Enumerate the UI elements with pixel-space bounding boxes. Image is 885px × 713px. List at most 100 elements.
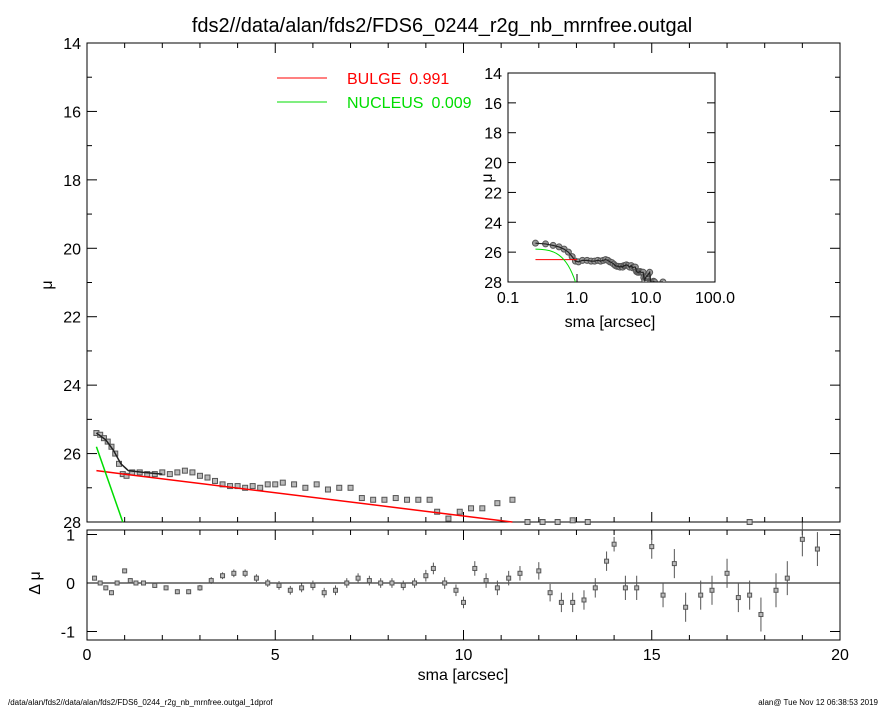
y-tick-label: 14	[63, 36, 81, 53]
x-tick-label: 10	[455, 647, 473, 664]
residual-point	[747, 592, 753, 598]
data-point	[242, 484, 249, 491]
data-point	[494, 500, 501, 507]
x-tick-label: 20	[831, 647, 849, 664]
data-point	[204, 474, 211, 481]
residual-point	[400, 582, 406, 588]
y-tick-label: 0	[66, 576, 75, 593]
y-tick-label: 28	[484, 275, 502, 292]
data-point	[272, 481, 279, 488]
footer-left: /data/alan/fds2//data/alan/fds2/FDS6_024…	[8, 698, 273, 707]
y-tick-label: 1	[66, 528, 75, 545]
residual-point	[709, 587, 715, 593]
y-tick-label: 14	[484, 66, 502, 83]
residual-point	[671, 561, 677, 567]
residual-point	[287, 587, 293, 593]
y-tick-label: 16	[484, 96, 502, 113]
y-tick-label: 22	[484, 185, 502, 202]
data-point	[166, 471, 173, 478]
y-axis-label: Δ μ	[27, 571, 44, 594]
x-tick-label: 0.1	[497, 290, 519, 307]
residual-point	[634, 585, 640, 591]
residual-point	[506, 575, 512, 581]
residual-point	[310, 582, 316, 588]
data-point	[468, 505, 475, 512]
y-tick-label: 24	[484, 215, 502, 232]
residual-point	[611, 541, 617, 547]
residual-point	[108, 590, 114, 596]
residual-point	[430, 565, 436, 571]
bulge-line	[96, 469, 513, 523]
inset-data-point	[659, 278, 667, 282]
residual-point	[494, 585, 500, 591]
y-tick-label: 18	[63, 173, 81, 190]
data-point	[554, 519, 561, 525]
residual-point	[570, 599, 576, 605]
data-point	[358, 495, 365, 502]
data-point	[123, 472, 130, 479]
y-tick-label: 26	[484, 245, 502, 262]
residual-point	[344, 580, 350, 586]
y-tick-label: 26	[63, 447, 81, 464]
residual-point	[265, 580, 271, 586]
x-tick-label: 10.0	[630, 290, 661, 307]
x-tick-label: 15	[643, 647, 661, 664]
data-point	[746, 519, 753, 525]
data-point	[404, 496, 411, 503]
inset-frame	[507, 72, 716, 283]
x-tick-label: 1.0	[566, 290, 588, 307]
residual-point	[152, 582, 158, 588]
residual-point	[536, 568, 542, 574]
data-point	[456, 508, 463, 515]
data-point	[249, 483, 256, 490]
inset-nucleus-curve	[535, 248, 576, 282]
residual-point	[442, 580, 448, 586]
residual-point	[220, 573, 226, 579]
x-tick-label: 5	[271, 647, 280, 664]
data-point	[264, 481, 271, 488]
footer-right: alan@ Tue Nov 12 06:38:53 2019	[758, 698, 878, 707]
residual-point	[366, 578, 372, 584]
residual-point	[784, 575, 790, 581]
residual-point	[163, 585, 169, 591]
residual-point	[472, 565, 478, 571]
residual-point	[604, 558, 610, 564]
data-point	[313, 481, 320, 488]
residual-point	[97, 580, 103, 586]
data-point	[227, 483, 234, 490]
x-axis-label: sma [arcsec]	[565, 314, 656, 331]
residual-point	[231, 570, 237, 576]
residual-point	[276, 582, 282, 588]
residual-point	[773, 587, 779, 593]
y-tick-label: 28	[63, 515, 81, 532]
residual-point	[114, 580, 120, 586]
residual-point	[461, 599, 466, 605]
data-point	[584, 519, 591, 525]
residual-point	[649, 544, 655, 550]
x-tick-label: 0	[83, 647, 92, 664]
nucleus-line	[95, 446, 124, 523]
legend-label: NUCLEUS	[347, 95, 423, 112]
residual-point	[758, 612, 764, 618]
data-point	[415, 496, 422, 503]
y-tick-label: -1	[61, 625, 75, 642]
data-point	[336, 484, 343, 491]
residual-point	[321, 590, 327, 596]
y-tick-label: 20	[63, 241, 81, 258]
data-point	[426, 496, 433, 503]
y-tick-label: 16	[63, 104, 81, 121]
residual-point	[253, 575, 259, 581]
residual-point	[332, 587, 338, 593]
data-point	[381, 496, 388, 503]
data-point	[569, 517, 576, 524]
data-point	[257, 484, 264, 491]
data-point	[291, 481, 298, 488]
residual-point	[592, 585, 598, 591]
data-point	[189, 469, 196, 476]
data-point	[212, 477, 219, 484]
residual-point	[483, 578, 489, 584]
residual-point	[622, 585, 628, 591]
data-point	[509, 496, 516, 503]
